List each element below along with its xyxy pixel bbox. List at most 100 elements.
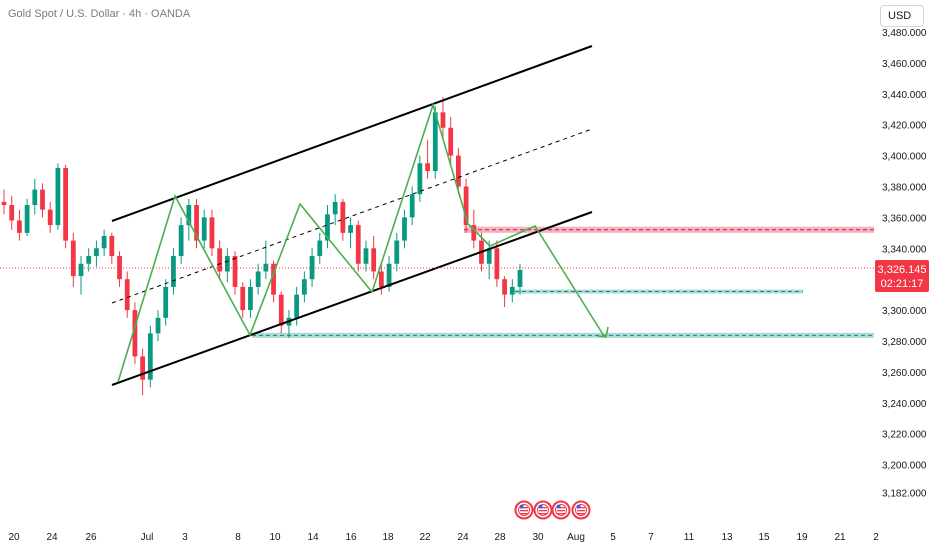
candle-body xyxy=(178,225,184,257)
us-flag-icon[interactable] xyxy=(533,500,553,520)
y-tick-label: 3,440.000 xyxy=(882,90,927,101)
x-tick-label: Aug xyxy=(567,532,585,543)
us-flag-icon[interactable] xyxy=(551,500,571,520)
x-tick-label: 24 xyxy=(457,532,469,543)
time-axis[interactable]: 20 24 26 Jul 3 8 10 14 16 18 22 24 28 30 Aug 5 7 11 13 15 19… xyxy=(8,532,879,543)
candle-body xyxy=(40,189,45,210)
candle-body xyxy=(17,220,22,233)
candle-body xyxy=(386,263,392,287)
y-tick-label: 3,420.000 xyxy=(882,121,927,132)
x-tick-label: 10 xyxy=(269,532,281,543)
channel-upper-line xyxy=(111,45,593,222)
candle-body xyxy=(332,201,338,215)
x-tick-label: 3 xyxy=(182,532,188,543)
candle-body xyxy=(109,235,115,257)
x-tick-label: Jul xyxy=(141,532,154,543)
candle-body xyxy=(232,256,238,287)
candle-body xyxy=(86,256,92,264)
candle-body xyxy=(70,240,76,277)
channel-midline xyxy=(111,128,593,304)
candle-body xyxy=(186,205,192,226)
candle-body xyxy=(402,217,407,241)
x-tick-label: 20 xyxy=(8,532,20,543)
candle-body xyxy=(494,248,500,280)
candle-body xyxy=(463,186,469,226)
candle-body xyxy=(355,225,361,264)
candle-body xyxy=(147,333,153,380)
candle-body xyxy=(425,163,430,172)
candle-body xyxy=(409,194,415,218)
countdown-timer: 02:21:17 xyxy=(881,278,924,290)
y-tick-label: 3,360.000 xyxy=(882,213,927,224)
candle-body xyxy=(1,201,7,206)
drawings xyxy=(111,45,609,386)
candle-body xyxy=(124,279,130,311)
candle-body xyxy=(448,127,454,156)
x-tick-label: 11 xyxy=(684,532,695,543)
y-tick-label: 3,200.000 xyxy=(882,461,927,472)
y-tick-label: 3,280.000 xyxy=(882,337,927,348)
candle-body xyxy=(47,209,53,226)
x-tick-label: 28 xyxy=(494,532,506,543)
candle-body xyxy=(263,263,269,272)
candle-body xyxy=(363,248,369,264)
last-price-value: 3,326.145 xyxy=(878,264,927,276)
y-tick-label: 3,300.000 xyxy=(882,306,927,317)
x-tick-label: 30 xyxy=(532,532,544,543)
candle-body xyxy=(32,189,38,206)
x-tick-label: 21 xyxy=(834,532,846,543)
candle-body xyxy=(78,263,84,277)
candle-body xyxy=(417,163,423,195)
candle-body xyxy=(440,112,446,128)
candle-body xyxy=(55,167,61,226)
us-flag-icon[interactable] xyxy=(514,500,534,520)
y-tick-label: 3,480.000 xyxy=(882,28,927,39)
candle-body xyxy=(486,248,492,264)
y-tick-label: 3,260.000 xyxy=(882,368,927,379)
x-tick-label: 7 xyxy=(648,532,654,543)
x-tick-label: 15 xyxy=(758,532,770,543)
candle-body xyxy=(471,225,477,241)
x-tick-label: 24 xyxy=(46,532,58,543)
candle-body xyxy=(456,155,461,187)
candle-body xyxy=(371,248,377,272)
candle-body xyxy=(325,214,330,241)
candle-body xyxy=(517,269,523,287)
x-tick-label: 5 xyxy=(610,532,616,543)
economic-events[interactable] xyxy=(514,500,591,520)
x-tick-label: 22 xyxy=(419,532,431,543)
y-tick-label: 3,340.000 xyxy=(882,244,927,255)
us-flag-icon[interactable] xyxy=(571,500,591,520)
candle-body xyxy=(278,294,284,326)
y-tick-label: 3,460.000 xyxy=(882,59,927,70)
candle-body xyxy=(224,256,230,272)
candle-body xyxy=(194,205,199,241)
x-tick-label: 8 xyxy=(235,532,241,543)
y-tick-label: 3,182.000 xyxy=(882,488,927,499)
candle-body xyxy=(502,279,507,295)
candle-body xyxy=(209,217,215,249)
x-tick-label: 26 xyxy=(85,532,97,543)
candle-body xyxy=(394,240,400,264)
currency-button[interactable]: USD xyxy=(880,5,924,27)
x-tick-label: 16 xyxy=(345,532,357,543)
candle-body xyxy=(348,225,353,233)
arrow-head xyxy=(597,326,609,338)
candle-body xyxy=(140,356,146,380)
candle-body xyxy=(24,205,30,233)
candle-body xyxy=(217,248,223,272)
candle-body xyxy=(132,310,138,357)
candle-body xyxy=(248,286,253,311)
candle-body xyxy=(63,167,68,241)
candle-body xyxy=(432,112,438,172)
zones xyxy=(252,226,874,338)
x-tick-label: 14 xyxy=(307,532,319,543)
last-price-label: 3,326.145 02:21:17 xyxy=(875,260,929,292)
candle-body xyxy=(94,248,99,257)
candle-body xyxy=(340,201,346,233)
y-tick-label: 3,240.000 xyxy=(882,399,927,410)
x-tick-label: 13 xyxy=(721,532,733,543)
candle-body xyxy=(171,256,176,287)
y-tick-label: 3,380.000 xyxy=(882,183,927,194)
